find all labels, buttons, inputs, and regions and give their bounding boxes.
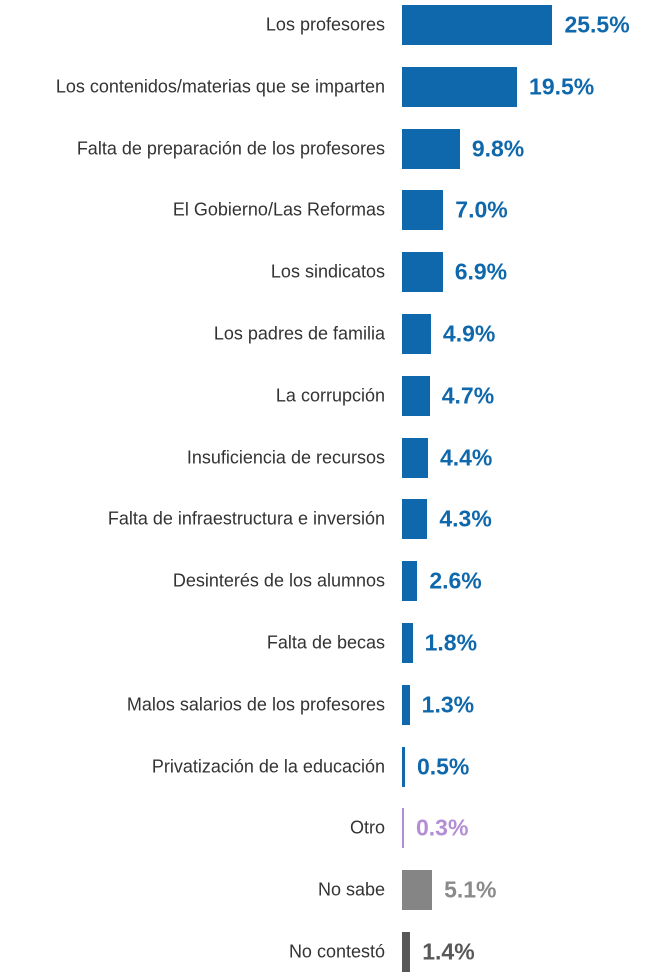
category-label: Desinterés de los alumnos (172, 570, 385, 591)
category-label: El Gobierno/Las Reformas (172, 199, 385, 220)
bar (402, 746, 405, 787)
category-label: Falta de infraestructura e inversión (107, 508, 385, 529)
bar (402, 561, 418, 602)
value-label: 2.6% (429, 567, 482, 594)
bar (402, 375, 430, 416)
category-label: Los padres de familia (213, 323, 385, 344)
bar (402, 870, 433, 911)
category-label: Falta de preparación de los profesores (76, 138, 385, 159)
bar (402, 314, 431, 354)
bar (402, 623, 413, 663)
category-label: Los contenidos/materias que se imparten (55, 76, 385, 97)
value-label: 0.3% (416, 814, 469, 841)
value-label: 4.4% (439, 444, 493, 471)
value-label: 4.7% (441, 382, 495, 409)
category-label: No sabe (317, 879, 385, 900)
bar (402, 128, 460, 169)
category-label: No contestó (288, 941, 385, 962)
value-label: 1.4% (422, 938, 475, 965)
bar (402, 5, 553, 45)
value-label: 19.5% (529, 73, 595, 100)
value-label: 4.9% (442, 320, 496, 347)
bar (402, 252, 443, 293)
value-label: 9.8% (471, 135, 525, 162)
value-label: 7.0% (455, 196, 508, 223)
bar (402, 932, 411, 972)
bar (402, 437, 428, 478)
value-label: 4.3% (439, 505, 492, 532)
category-label: Malos salarios de los profesores (126, 694, 385, 715)
bar (402, 808, 404, 849)
category-label: Los profesores (265, 14, 385, 35)
category-label: Insuficiencia de recursos (186, 447, 385, 468)
category-label: Privatización de la educación (151, 756, 385, 777)
value-label: 25.5% (564, 11, 630, 38)
bar (402, 499, 428, 540)
value-label: 5.1% (444, 876, 497, 903)
value-label: 1.3% (421, 691, 475, 718)
category-label: Los sindicatos (270, 261, 385, 282)
bar (402, 66, 518, 107)
category-label: La corrupción (275, 385, 385, 406)
bar (402, 684, 410, 725)
value-label: 6.9% (454, 258, 508, 285)
value-label: 1.8% (424, 629, 478, 656)
value-label: 0.5% (416, 753, 470, 780)
category-label: Falta de becas (266, 632, 385, 653)
bar (402, 190, 444, 231)
category-label: Otro (349, 817, 385, 838)
